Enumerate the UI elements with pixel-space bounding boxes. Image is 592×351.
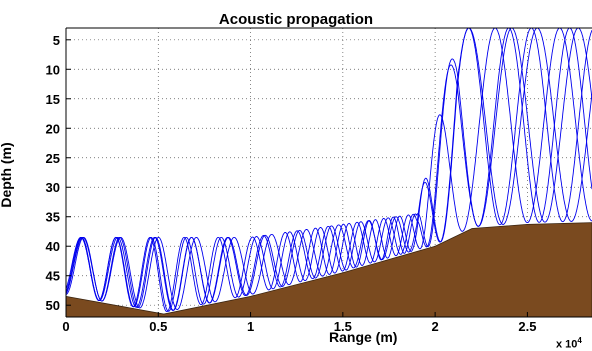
ray-path [66,28,592,313]
y-tick-label: 20 [46,121,60,136]
x-tick-label: 1 [247,319,254,334]
y-tick-label: 35 [46,210,60,225]
y-tick-label: 5 [53,33,60,48]
seabed-area [66,222,592,317]
y-tick-label: 25 [46,151,60,166]
y-ticks: 5 10 15 20 25 30 35 40 45 50 [46,33,71,313]
x-axis-multiplier-exponent: 4 [577,336,582,345]
chart-title: Acoustic propagation [218,11,374,28]
x-tick-label: 2 [432,319,439,334]
x-tick-label: 1.5 [334,319,352,334]
ray-paths [66,28,592,313]
x-ticks: 0 0.5 1 1.5 2 2.5 [62,312,536,334]
ray-path [66,28,592,311]
y-tick-label: 30 [46,180,60,195]
ray-path [66,28,592,311]
y-tick-label: 45 [46,269,60,284]
x-tick-label: 2.5 [518,319,536,334]
x-axis-multiplier: x 104 [556,336,582,351]
x-tick-label: 0 [62,319,69,334]
x-axis-multiplier-base: x 10 [556,338,578,351]
y-tick-label: 10 [46,62,60,77]
x-tick-label: 0.5 [149,319,167,334]
y-tick-label: 50 [46,298,60,313]
y-tick-label: 40 [46,239,60,254]
y-tick-label: 15 [46,92,60,107]
x-axis-label: Range (m) [329,329,398,345]
ray-path [66,28,592,310]
seabed-layer [66,222,592,317]
